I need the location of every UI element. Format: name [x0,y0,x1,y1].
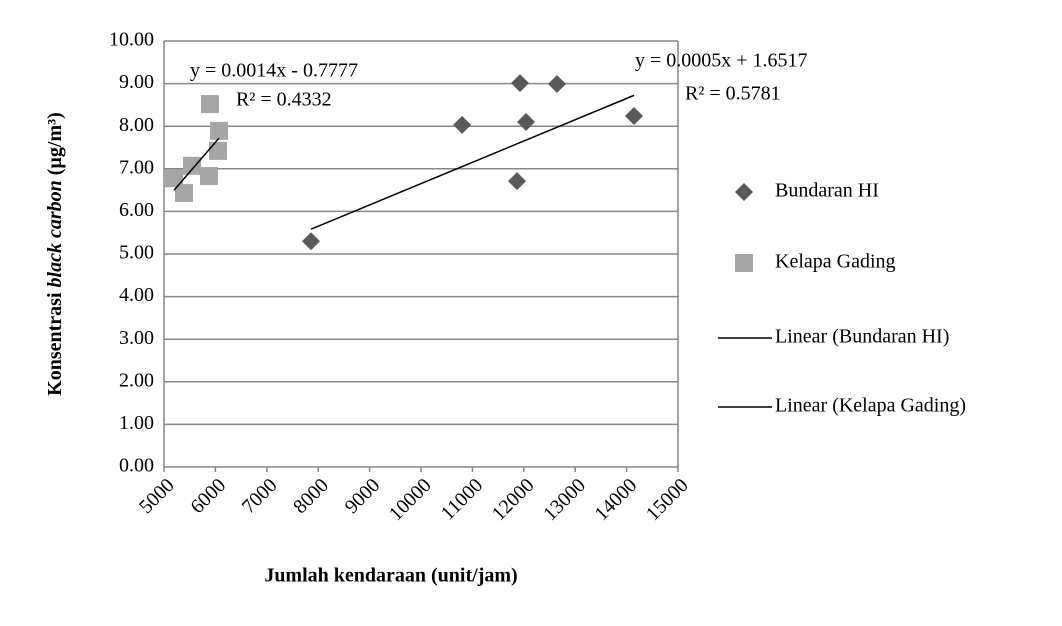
trend-equation: y = 0.0005x + 1.6517 [635,50,808,72]
y-tick-label: 2.00 [119,369,154,391]
y-axis-title: Konsentrasi black carbon (µg/m³) [44,112,66,396]
x-tick-label: 15000 [642,474,693,525]
trend-r2: R² = 0.5781 [685,83,781,105]
y-tick-label: 6.00 [119,199,154,221]
data-point [165,169,184,188]
data-point [510,74,529,93]
legend-label: Kelapa Gading [775,251,896,273]
y-tick-label: 9.00 [119,71,154,93]
data-point [199,167,218,186]
data-point [302,232,321,251]
x-tick-label: 5000 [135,474,179,518]
x-tick-label: 13000 [539,474,590,525]
data-point [183,156,202,175]
trend-equation: y = 0.0014x - 0.7777 [190,60,358,82]
x-tick-label: 14000 [590,474,641,525]
data-point [517,112,536,131]
x-tick-label: 8000 [289,474,333,518]
legend-label: Linear (Bundaran HI) [775,326,949,348]
y-tick-label: 0.00 [119,455,154,477]
trendline [173,137,220,191]
data-point [548,75,567,94]
data-point [174,184,193,203]
x-tick-label: 6000 [186,474,230,518]
y-tick-label: 5.00 [119,242,154,264]
x-axis-title: Jumlah kendaraan (unit/jam) [264,565,517,587]
data-point [625,106,644,125]
legend-label: Bundaran HI [775,180,879,202]
x-tick-label: 12000 [488,474,539,525]
data-point [201,95,220,114]
y-title-part: Konsentrasi [44,287,66,395]
y-tick-label: 7.00 [119,156,154,178]
x-tick-label: 11000 [437,474,487,524]
data-point [209,121,228,140]
trendline [310,94,635,230]
data-point [453,115,472,134]
y-tick-label: 1.00 [119,412,154,434]
x-tick-label: 7000 [238,474,282,518]
y-tick-label: 8.00 [119,114,154,136]
legend-marker [735,183,753,201]
data-point [508,172,527,191]
data-point [209,141,228,160]
y-tick-label: 3.00 [119,327,154,349]
y-title-part: black carbon [44,180,66,287]
y-title-part: (µg/m³) [44,112,66,180]
x-tick-label: 10000 [385,474,436,525]
legend-label: Linear (Kelapa Gading) [775,395,966,417]
y-tick-label: 10.00 [109,29,154,51]
trend-r2: R² = 0.4332 [236,89,332,111]
x-tick-label: 9000 [341,474,385,518]
legend-marker [735,254,753,272]
y-tick-label: 4.00 [119,284,154,306]
